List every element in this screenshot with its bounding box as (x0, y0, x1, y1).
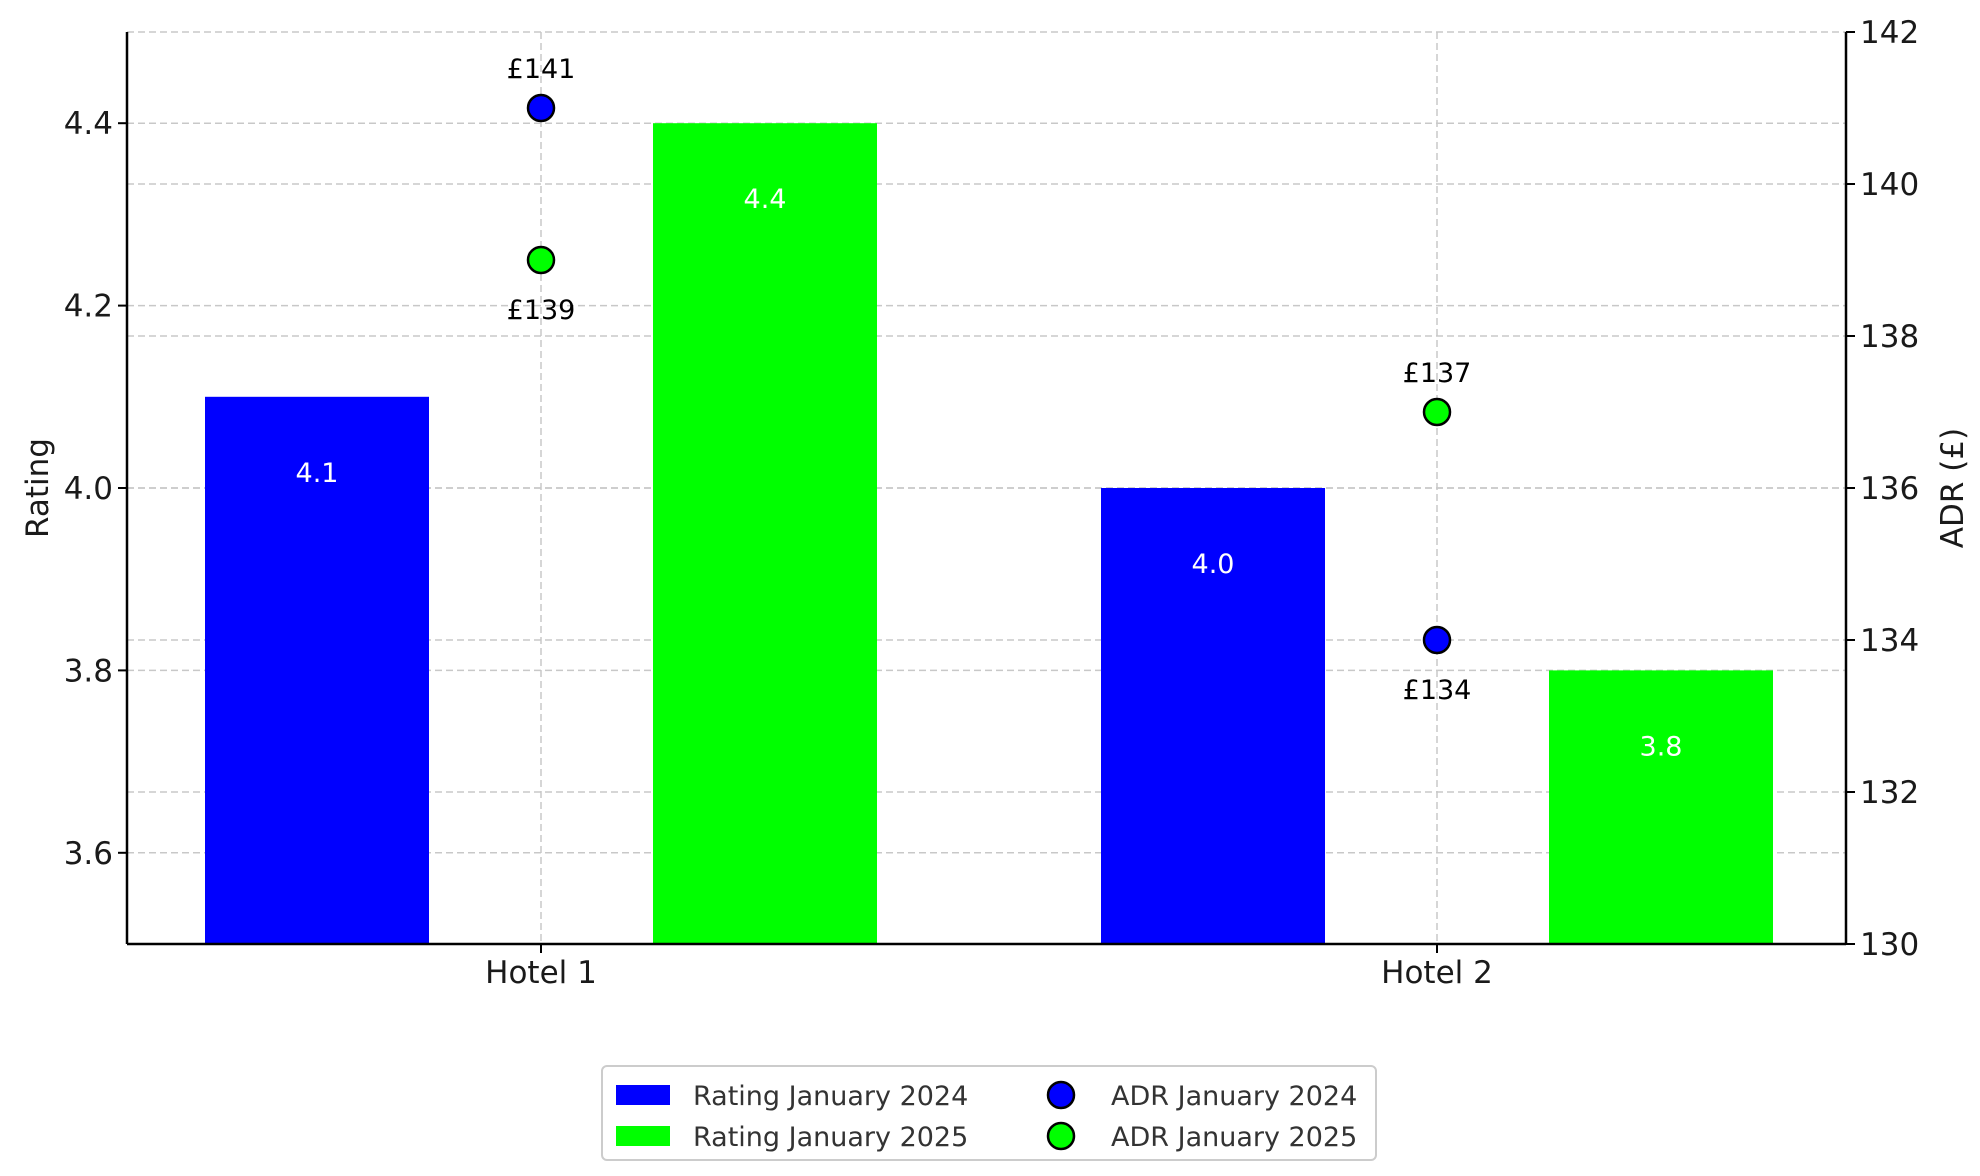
adr-points: £141 £134 £139 £137 (507, 54, 1472, 706)
legend-frame (601, 1065, 1377, 1161)
legend: Rating January 2024 Rating January 2025 AD… (601, 1065, 1377, 1161)
y2-tick-label: 136 (1860, 471, 1919, 507)
y-axis-title: Rating (20, 438, 56, 538)
y-tick-label: 4.2 (64, 289, 113, 325)
y2-tick-label: 132 (1860, 775, 1919, 811)
legend-label: ADR January 2024 (1111, 1081, 1357, 1112)
legend-point-swatch (1046, 1080, 1076, 1110)
y-tick-label: 3.6 (64, 836, 113, 872)
y-tick-label: 4.0 (64, 471, 113, 507)
y-tick-label: 4.4 (64, 106, 113, 142)
rating-bar-label: 4.4 (744, 184, 787, 215)
x-tick-label: Hotel 1 (485, 955, 597, 991)
y-tick-label: 3.8 (64, 653, 113, 689)
adr-point (526, 245, 556, 275)
y2-tick-label: 140 (1860, 167, 1919, 203)
adr-point (526, 93, 556, 123)
rating-bar (653, 123, 877, 944)
adr-point-label: £141 (507, 54, 576, 85)
rating-bars: 4.1 4.0 4.4 3.8 (205, 123, 1773, 944)
y2-tick-label: 142 (1860, 15, 1919, 51)
y2-tick-label: 138 (1860, 319, 1919, 355)
rating-bar (1549, 670, 1773, 944)
rating-bar-label: 3.8 (1640, 731, 1683, 762)
rating-bar (205, 396, 429, 944)
y2-axis-title: ADR (£) (1935, 428, 1971, 548)
axis-ticks: 3.6 3.8 4.0 4.2 4.4 130 132 134 136 138 140 142 Hote… (64, 15, 1919, 991)
x-tick-label: Hotel 2 (1381, 955, 1493, 991)
rating-bar-label: 4.1 (296, 458, 339, 489)
legend-label: Rating January 2025 (693, 1122, 968, 1153)
adr-point (1422, 397, 1452, 427)
y2-tick-label: 134 (1860, 623, 1919, 659)
adr-point-label: £134 (1403, 675, 1472, 706)
adr-point-label: £137 (1403, 358, 1472, 389)
adr-point (1422, 625, 1452, 655)
adr-point-label: £139 (507, 295, 576, 326)
rating-bar (1101, 488, 1325, 944)
legend-label: ADR January 2025 (1111, 1122, 1357, 1153)
legend-bar-swatch (616, 1085, 670, 1105)
legend-bar-swatch (616, 1126, 670, 1146)
y2-tick-label: 130 (1860, 927, 1919, 963)
rating-bar-label: 4.0 (1192, 549, 1235, 580)
legend-label: Rating January 2024 (693, 1081, 968, 1112)
legend-point-swatch (1046, 1121, 1076, 1151)
